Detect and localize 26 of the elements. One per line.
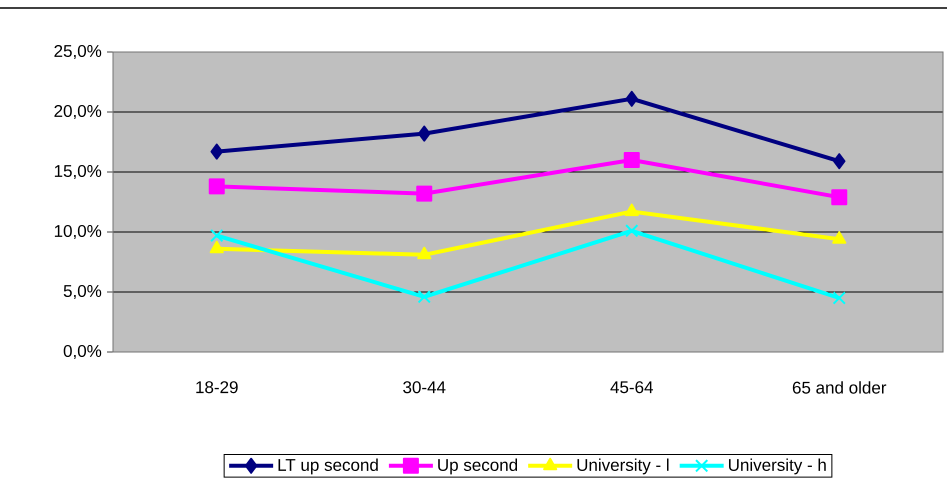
y-tick-label: 15,0% — [54, 164, 102, 180]
point — [210, 228, 224, 242]
x-tick-label: 45-64 — [610, 381, 653, 394]
point — [625, 224, 638, 238]
point — [416, 186, 432, 202]
point — [624, 152, 640, 168]
y-tick-label: 5,0% — [64, 284, 102, 300]
point — [418, 126, 431, 142]
point — [831, 189, 848, 206]
point — [626, 90, 638, 107]
point — [210, 144, 223, 160]
legend-label: Up second — [438, 458, 518, 474]
point — [418, 290, 431, 304]
x-tick-label: 30-44 — [403, 381, 446, 394]
legend-label: LT up second — [278, 458, 378, 474]
legend-label: University - h — [728, 458, 826, 474]
y-tick-label: 10,0% — [54, 224, 102, 240]
point — [833, 153, 846, 170]
point — [208, 178, 225, 194]
y-tick-label: 0,0% — [64, 344, 102, 360]
legend-label: University - l — [577, 458, 669, 474]
x-tick-label: 65 and older — [792, 381, 886, 394]
point — [832, 291, 846, 305]
y-tick-label: 20,0% — [54, 104, 102, 120]
x-tick-label: 18-29 — [196, 381, 238, 394]
y-tick-label: 25,0% — [54, 44, 102, 60]
